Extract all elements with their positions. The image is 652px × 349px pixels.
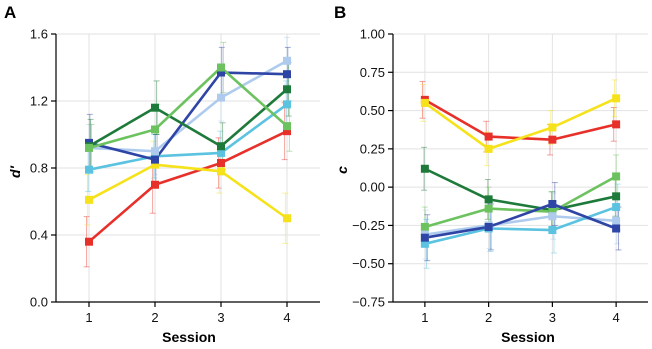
marker-b-2-1 [484, 195, 493, 204]
marker-a-6-1 [151, 125, 159, 134]
marker-b-6-1 [484, 222, 493, 231]
marker-b-3-0 [420, 222, 429, 231]
marker-a-3-3 [283, 56, 291, 65]
x-tick-label-b-1: 2 [485, 310, 492, 325]
x-tick-label-b-0: 1 [421, 310, 428, 325]
marker-b-0-2 [548, 135, 557, 144]
marker-b-3-1 [484, 204, 493, 213]
series-line-b-1 [424, 97, 617, 151]
marker-a-4-3 [283, 70, 291, 79]
marker-a-6-2 [217, 63, 225, 72]
y-tick-label-b-3: 0.00 [360, 180, 385, 195]
marker-a-3-2 [217, 93, 225, 102]
marker-a-2-0 [85, 165, 93, 174]
y-tick-label-b-1: −0.50 [352, 256, 385, 271]
marker-b-2-0 [420, 164, 429, 173]
y-tick-label-b-6: 0.75 [360, 65, 385, 80]
x-tick-label-a-2: 3 [217, 310, 224, 325]
y-tick-label-b-2: −0.25 [352, 218, 385, 233]
marker-b-2-3 [612, 192, 621, 201]
marker-a-1-2 [217, 167, 225, 176]
series-line-b-6 [424, 202, 617, 239]
marker-b-5-3 [612, 203, 621, 212]
x-tick-label-b-2: 3 [549, 310, 556, 325]
series-line-a-3 [88, 59, 288, 153]
x-tick-label-b-3: 4 [613, 310, 620, 325]
marker-a-4-1 [151, 155, 159, 164]
marker-a-0-0 [85, 237, 93, 246]
marker-b-5-0 [420, 239, 429, 248]
marker-a-0-1 [151, 180, 159, 189]
marker-b-0-3 [612, 120, 621, 129]
series-line-a-4 [88, 71, 288, 161]
series-line-a-1 [88, 163, 288, 220]
marker-a-1-3 [283, 214, 291, 223]
marker-b-6-0 [420, 233, 429, 242]
y-tick-label-b-0: −0.75 [352, 295, 385, 310]
marker-b-1-1 [484, 144, 493, 153]
y-axis-title-a: d′ [7, 165, 23, 178]
marker-a-3-1 [151, 147, 159, 156]
x-tick-label-a-3: 4 [283, 310, 290, 325]
plot-background-b [393, 34, 648, 302]
panel-label-b: B [334, 3, 346, 22]
marker-b-1-0 [420, 98, 429, 107]
marker-b-6-2 [548, 199, 557, 208]
series-line-a-0 [88, 129, 288, 243]
marker-a-1-1 [151, 160, 159, 169]
marker-a-1-0 [85, 195, 93, 204]
panel-label-a: A [4, 3, 16, 22]
marker-a-5-1 [151, 103, 159, 112]
marker-a-0-2 [217, 158, 225, 167]
series-line-a-6 [88, 66, 288, 150]
y-tick-label-b-4: 0.25 [360, 141, 385, 156]
panel-b: B −0.75 −0.50 −0.25 0.00 0.25 0.50 0.75 1.00 1 2 3… [334, 3, 648, 345]
x-axis-title-a: Session [162, 329, 216, 345]
marker-b-1-2 [548, 123, 557, 132]
marker-a-2-3 [283, 100, 291, 109]
series-line-a-2 [88, 103, 288, 171]
marker-a-5-3 [283, 85, 291, 94]
marker-a-6-0 [85, 143, 93, 152]
marker-b-3-2 [548, 207, 557, 216]
x-tick-label-a-1: 2 [151, 310, 158, 325]
panel-a: A 0.0 0.4 0.8 1.2 1.6 1 2 3 4 d′ Session [4, 3, 320, 345]
series-line-b-3 [424, 175, 617, 229]
marker-a-0-3 [283, 127, 291, 136]
x-axis-title-b: Session [501, 329, 555, 345]
marker-a-6-3 [283, 122, 291, 131]
y-tick-label-a-4: 1.6 [30, 27, 48, 42]
marker-b-5-2 [548, 226, 557, 235]
y-axis-title-b: c [334, 166, 350, 174]
y-tick-label-a-2: 0.8 [30, 161, 48, 176]
y-tick-label-a-1: 0.4 [30, 228, 48, 243]
y-tick-label-b-7: 1.00 [360, 27, 385, 42]
marker-b-0-1 [484, 132, 493, 141]
marker-b-6-3 [612, 224, 621, 233]
y-tick-label-a-3: 1.2 [30, 94, 48, 109]
x-tick-label-a-0: 1 [85, 310, 92, 325]
marker-a-4-2 [217, 68, 225, 77]
marker-a-5-2 [217, 142, 225, 151]
plot-area-b: −0.75 −0.50 −0.25 0.00 0.25 0.50 0.75 1.00 1 2 3 4 [352, 27, 648, 325]
y-tick-label-b-5: 0.50 [360, 103, 385, 118]
marker-a-2-2 [217, 148, 225, 157]
marker-b-3-3 [612, 172, 621, 181]
series-line-b-2 [424, 167, 617, 212]
marker-b-4-3 [612, 216, 621, 225]
marker-b-1-3 [612, 94, 621, 103]
series-line-b-5 [424, 205, 617, 246]
series-line-a-5 [88, 88, 288, 148]
marker-b-4-2 [548, 212, 557, 221]
y-tick-label-a-0: 0.0 [30, 295, 48, 310]
plot-area-a: 0.0 0.4 0.8 1.2 1.6 1 2 3 4 [30, 27, 320, 325]
